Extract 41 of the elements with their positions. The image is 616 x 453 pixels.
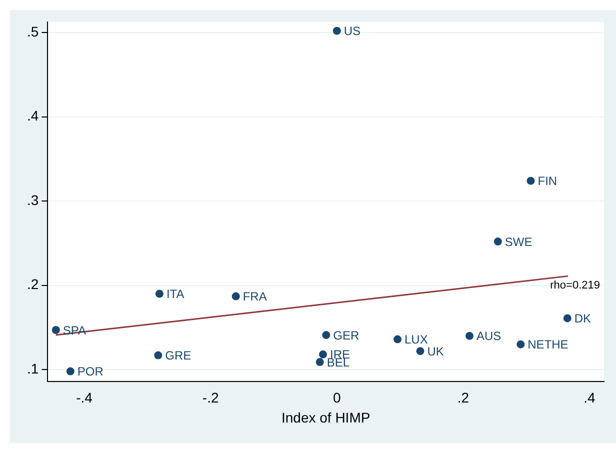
point <box>416 347 424 356</box>
point <box>563 314 572 322</box>
y-tick-label: .5 <box>26 23 39 40</box>
y-tick-label: .1 <box>26 360 39 376</box>
point <box>316 358 324 366</box>
x-tick-label: .2 <box>457 390 470 406</box>
y-tick-label: .4 <box>26 108 39 124</box>
x-tick-label: 0 <box>332 390 341 406</box>
data-label: SWE <box>504 234 532 249</box>
point <box>155 290 164 298</box>
point <box>66 367 74 376</box>
point <box>322 331 330 340</box>
data-label: UK <box>427 344 444 358</box>
data-label: ITA <box>166 287 184 302</box>
data-label: AUS <box>476 329 502 344</box>
y-tick-label: .2 <box>26 276 39 292</box>
point <box>318 350 327 358</box>
data-label: GRE <box>165 348 192 363</box>
point <box>465 332 474 340</box>
data-label: GER <box>333 328 360 342</box>
point <box>494 238 502 246</box>
annotation: rho=0.219 <box>550 280 600 292</box>
point <box>52 326 60 334</box>
data-label: FIN <box>538 174 558 188</box>
point <box>516 340 525 348</box>
point <box>332 26 341 35</box>
point <box>394 335 402 344</box>
y-tick-label: .3 <box>26 192 39 208</box>
x-tick-label: -.2 <box>202 390 219 406</box>
data-label: LUX <box>404 332 428 347</box>
data-label: POR <box>77 364 104 379</box>
point <box>526 176 535 185</box>
data-label: FRA <box>242 290 267 304</box>
x-tick-label: .4 <box>584 390 596 406</box>
point <box>232 292 240 300</box>
point <box>154 351 162 360</box>
x-tick-label: -.4 <box>76 390 93 406</box>
x-axis-title: Index of HIMP <box>281 409 370 426</box>
data-label: US <box>344 24 361 38</box>
data-label: NETHE <box>528 338 568 352</box>
data-label: DK <box>574 312 592 326</box>
